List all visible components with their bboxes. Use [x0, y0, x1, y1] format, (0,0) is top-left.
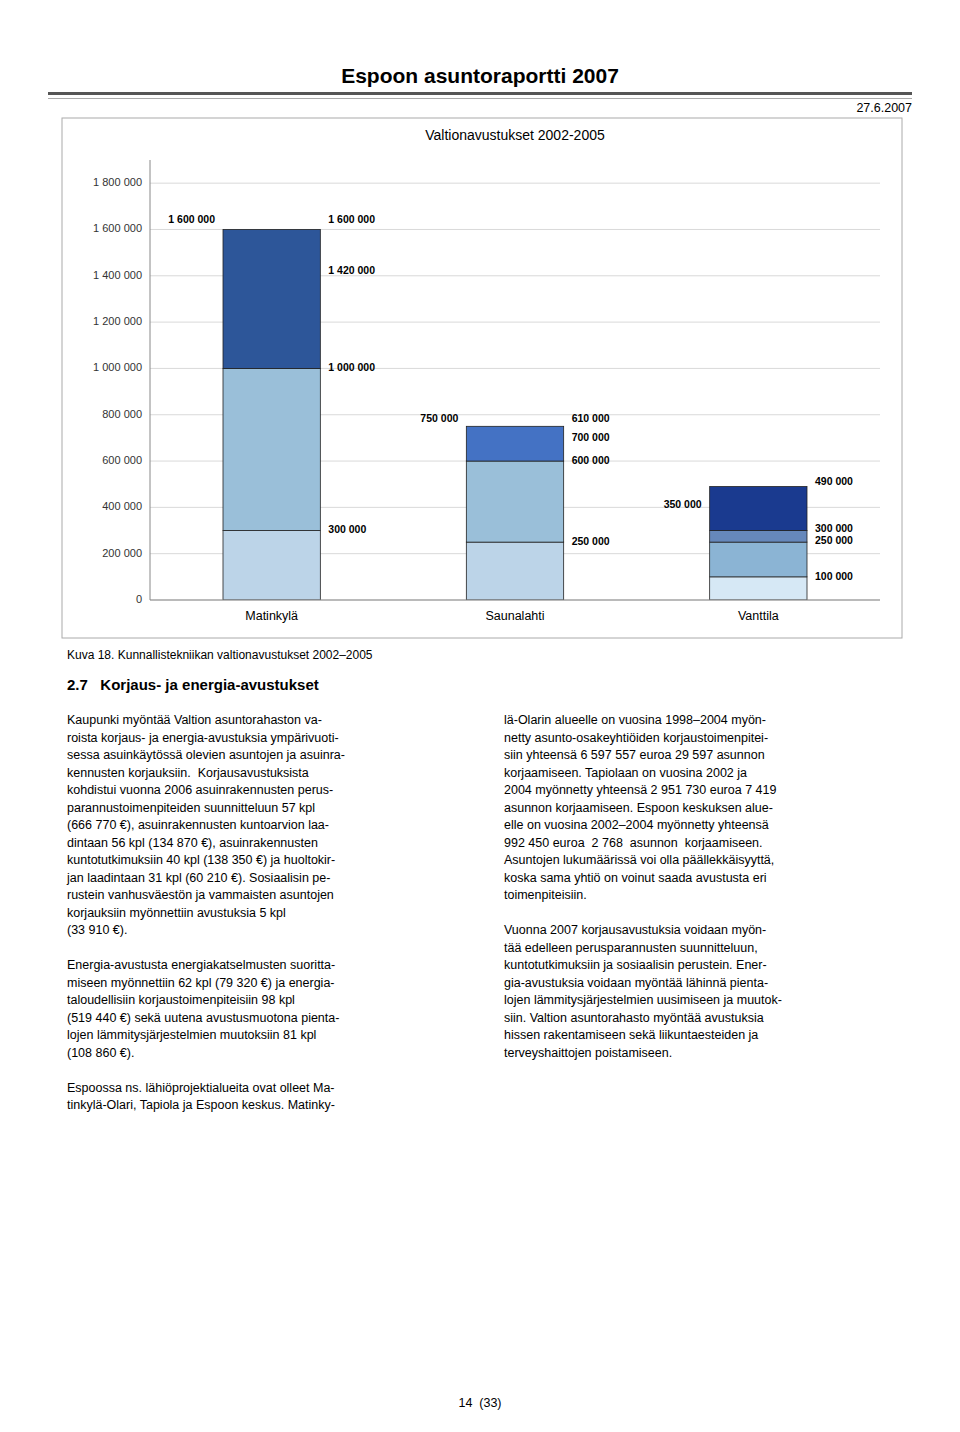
- value-annotation: 700 000: [572, 431, 610, 443]
- y-tick-label: 1 800 000: [93, 176, 142, 188]
- page-title: Espoon asuntoraportti 2007: [0, 64, 960, 88]
- value-annotation: 1 420 000: [328, 264, 375, 276]
- bar-segment: [466, 542, 563, 600]
- bar-segment: [466, 426, 563, 461]
- bar-segment: [223, 229, 320, 368]
- chart-title: Valtionavustukset 2002-2005: [425, 127, 605, 143]
- y-tick-label: 1 400 000: [93, 269, 142, 281]
- bar-segment: [710, 542, 807, 577]
- y-tick-label: 1 600 000: [93, 222, 142, 234]
- y-tick-label: 1 200 000: [93, 315, 142, 327]
- value-annotation: 250 000: [572, 535, 610, 547]
- y-tick-label: 200 000: [102, 547, 142, 559]
- y-tick-label: 400 000: [102, 500, 142, 512]
- header-rule: [48, 92, 912, 95]
- bar-segment: [710, 577, 807, 600]
- y-tick-label: 1 000 000: [93, 361, 142, 373]
- value-annotation: 490 000: [815, 475, 853, 487]
- value-annotation: 610 000: [572, 412, 610, 424]
- x-tick-label: Vanttila: [738, 609, 779, 623]
- value-annotation: 1 000 000: [328, 361, 375, 373]
- bar-segment: [710, 531, 807, 543]
- x-tick-label: Saunalahti: [485, 609, 544, 623]
- value-annotation: 300 000: [328, 523, 366, 535]
- bar-segment: [223, 531, 320, 600]
- chart-frame: [62, 118, 902, 638]
- value-annotation: 1 600 000: [328, 213, 375, 225]
- grid-line: [150, 183, 880, 184]
- body-right-column: lä-Olarin alueelle on vuosina 1998–2004 …: [504, 712, 782, 1062]
- x-tick-label: Matinkylä: [245, 609, 298, 623]
- bar-segment: [466, 461, 563, 542]
- value-annotation: 100 000: [815, 570, 853, 582]
- y-tick-label: 800 000: [102, 408, 142, 420]
- y-tick-label: 0: [136, 593, 142, 605]
- value-annotation: 300 000: [815, 522, 853, 534]
- x-axis-line: [150, 600, 880, 601]
- value-annotation: 350 000: [664, 498, 702, 510]
- page-number: 14 (33): [0, 1396, 960, 1410]
- value-annotation: 750 000: [420, 412, 458, 424]
- value-annotation: 600 000: [572, 454, 610, 466]
- figure-caption: Kuva 18. Kunnallistekniikan valtionavust…: [67, 648, 373, 662]
- bars: [223, 229, 807, 600]
- y-axis-line: [150, 160, 151, 600]
- page: Valtionavustukset 2002-2005 0 200 000 400 0…: [0, 0, 960, 1432]
- value-annotation: 1 600 000: [168, 213, 215, 225]
- header-rule-thin: [48, 98, 912, 99]
- grid: [150, 183, 880, 600]
- value-annotation: 250 000: [815, 534, 853, 546]
- page-date: 27.6.2007: [856, 101, 912, 115]
- bar-segment: [710, 487, 807, 531]
- bar-segment: [223, 368, 320, 530]
- grid-line: [150, 600, 880, 601]
- section-title: 2.7 Korjaus- ja energia-avustukset: [67, 676, 319, 693]
- y-tick-label: 600 000: [102, 454, 142, 466]
- body-left-column: Kaupunki myöntää Valtion asuntorahaston …: [67, 712, 345, 1115]
